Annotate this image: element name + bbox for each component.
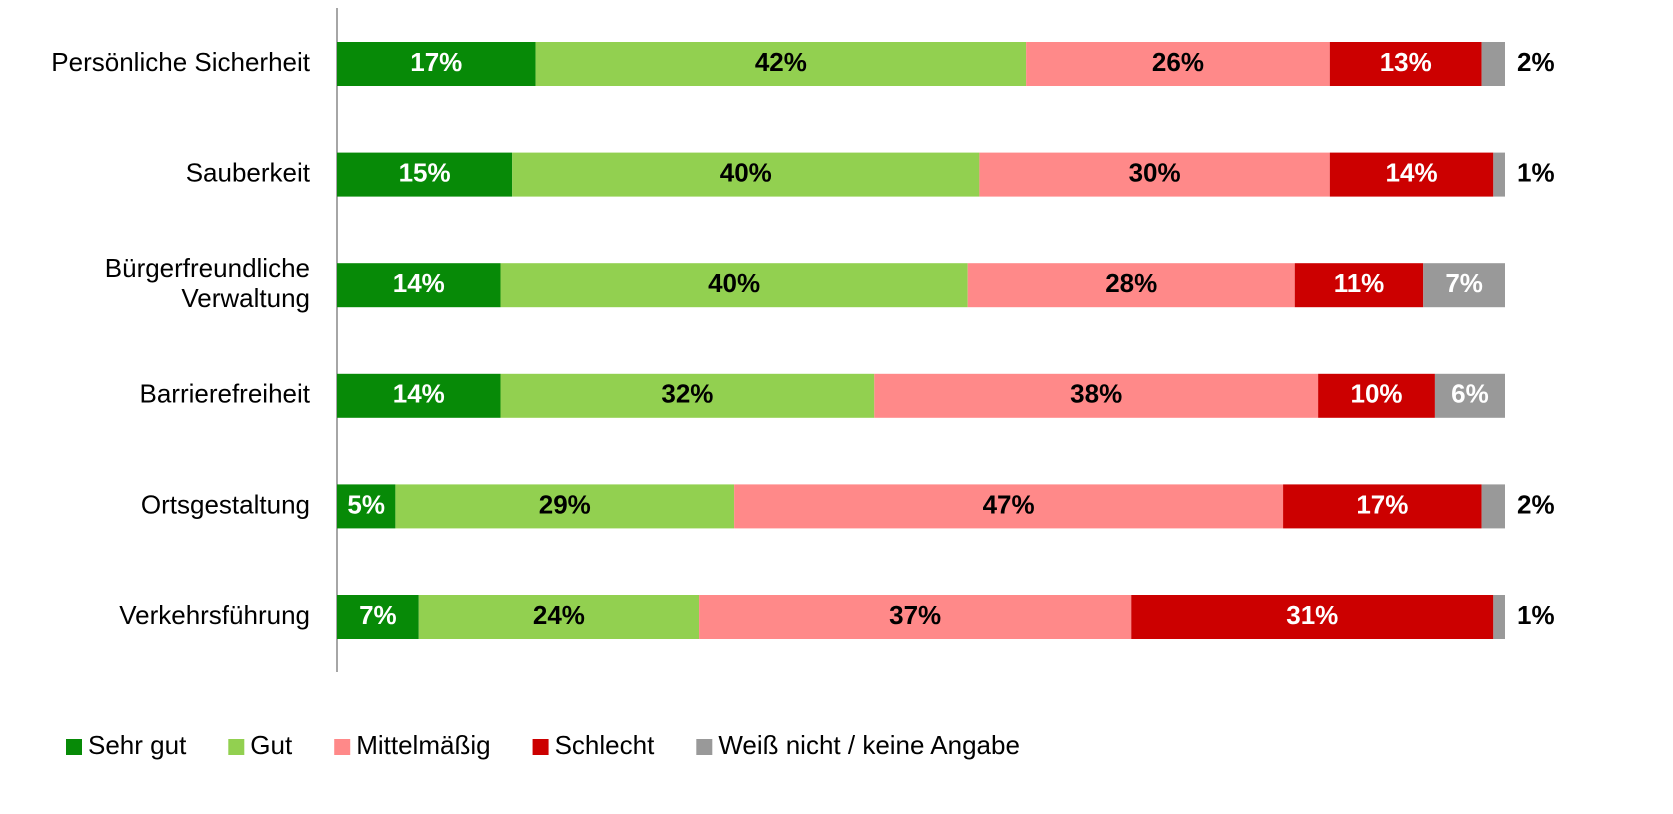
bar-segment [1294,263,1424,308]
bar-segment [500,373,875,418]
bar-segment [1329,152,1494,197]
value-label: 37% [889,600,941,630]
value-label: 17% [1356,489,1408,519]
value-label: 1% [1517,157,1555,187]
value-label: 30% [1129,157,1181,187]
legend-label: Weiß nicht / keine Angabe [718,730,1020,760]
value-label: 24% [533,600,585,630]
legend-label: Gut [250,730,293,760]
value-label: 7% [359,600,397,630]
value-label: 6% [1451,379,1489,409]
legend-swatch [696,739,713,755]
bar-segment [418,595,700,639]
category-label: Ortsgestaltung [141,489,310,519]
bar-segment [734,484,1284,529]
legend-swatch [66,739,82,755]
value-label: 2% [1517,47,1555,77]
category-label: Barrierefreiheit [139,379,310,409]
value-label: 13% [1380,47,1432,77]
legend-label: Schlecht [555,730,655,760]
bar-segment [500,263,968,308]
value-label: 1% [1517,600,1555,630]
bar-segment [1283,484,1482,529]
value-label: 26% [1152,47,1204,77]
bar-segment [512,152,980,197]
value-label: 10% [1350,379,1402,409]
legend-label: Sehr gut [88,730,187,760]
bar-segment [874,373,1319,418]
value-label: 47% [983,489,1035,519]
value-label: 28% [1105,268,1157,298]
value-label: 5% [347,489,385,519]
category-label: Verkehrsführung [119,600,310,630]
legend-label: Mittelmäßig [356,730,490,760]
value-label: 38% [1070,379,1122,409]
bar-segment [535,42,1027,86]
bar-segment [699,595,1132,639]
value-label: 40% [708,268,760,298]
value-label: 32% [661,379,713,409]
legend-swatch [532,739,549,755]
bar-segment [1493,595,1505,639]
value-label: 15% [399,157,451,187]
value-label: 29% [539,489,591,519]
value-label: 11% [1334,268,1385,298]
bar-segment [337,152,513,197]
value-label: 7% [1445,268,1483,298]
value-label: 31% [1286,600,1338,630]
value-label: 2% [1517,489,1555,519]
bar-segment [1318,373,1435,418]
bar-segment [1329,42,1482,86]
value-label: 14% [393,379,445,409]
bar-segment [395,484,735,529]
bar-segment [967,263,1295,308]
value-label: 42% [755,47,807,77]
bar-segment [1423,263,1505,308]
value-label: 40% [720,157,772,187]
value-label: 14% [393,268,445,298]
bar-segment [1493,152,1505,197]
bar-segment [337,263,501,308]
legend-swatch [228,739,245,755]
bar-segment [337,595,419,639]
category-label: Sauberkeit [186,157,311,187]
category-label: Persönliche Sicherheit [51,47,310,77]
bar-segment [337,484,396,529]
bar-segment [1026,42,1330,86]
value-label: 14% [1386,157,1438,187]
category-label: Bürgerfreundliche Verwaltung [105,253,310,313]
value-label: 17% [410,47,462,77]
legend-swatch [334,739,351,755]
bar-segment [337,42,536,86]
bar-segment [1481,484,1505,529]
bar-segment [1131,595,1494,639]
bar-segment [979,152,1330,197]
bar-segment [337,373,501,418]
bar-segment [1481,42,1505,86]
bar-segment [1434,373,1505,418]
